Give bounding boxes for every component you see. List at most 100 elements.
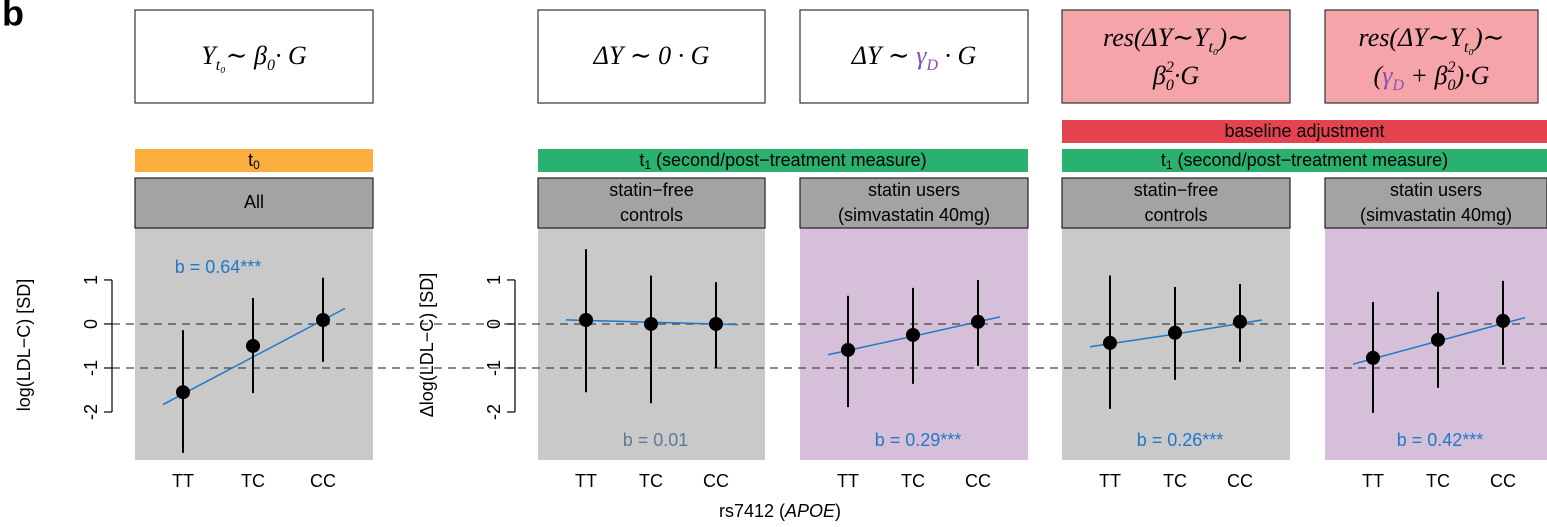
point (176, 385, 190, 400)
x-tick-label: TC (1163, 471, 1187, 491)
formula-part: · G (275, 41, 307, 70)
formula-part: D (1391, 77, 1404, 94)
panel-header (1061, 177, 1291, 229)
y-tick-label: -2 (81, 404, 101, 420)
panel-header-label: (simvastatin 40mg) (838, 205, 990, 225)
formula: (γD + β02)·G (1374, 59, 1490, 94)
strip (1062, 120, 1547, 143)
formula-part: 2 (1448, 59, 1456, 76)
formula-part: γ (1382, 61, 1393, 90)
x-axis-label-part: ) (835, 501, 841, 521)
panel-header-label: controls (1144, 205, 1207, 225)
point (316, 313, 330, 328)
formula: res(ΔY∼Yt₀)∼ (1103, 23, 1249, 56)
x-tick-label: CC (1227, 471, 1253, 491)
formula-part: ( (1374, 61, 1384, 90)
x-axis-label: rs7412 (APOE) (719, 501, 841, 521)
y-axis-label: Δlog(LDL−C) [SD] (417, 273, 437, 418)
annotation: b = 0.64*** (175, 257, 262, 277)
formula-part: D (925, 57, 938, 74)
x-tick-label: TT (1099, 471, 1121, 491)
strip-sub: 1 (1166, 158, 1173, 172)
y-tick-label: 0 (81, 319, 101, 329)
formula-part: t₀ (1208, 39, 1218, 56)
strip-rest: (second/post−treatment measure) (651, 150, 927, 170)
panel-header-label: controls (620, 205, 683, 225)
panel-header (1324, 177, 1547, 229)
formula-part: 0 (1448, 77, 1456, 94)
panel-header-label: statin users (868, 180, 960, 200)
formula-part: ΔY ∼ (851, 41, 917, 70)
point (1233, 314, 1247, 329)
point (1366, 350, 1380, 365)
x-tick-label: TC (639, 471, 663, 491)
point (1168, 325, 1182, 340)
point (644, 316, 658, 331)
formula-part: )∼ (1472, 23, 1504, 52)
strip-rest: (second/post−treatment measure) (1173, 150, 1449, 170)
formula-part: res(ΔY∼Y (1103, 23, 1211, 52)
strip-sub: 0 (253, 158, 260, 172)
point (1103, 335, 1117, 350)
panel-header-label: statin−free (609, 180, 694, 200)
strip (538, 149, 1028, 172)
formula-part: )∼ (1217, 23, 1249, 52)
strip-label: t0 (248, 150, 260, 172)
formula: β02·G (1152, 59, 1199, 94)
panel-header-label: statin users (1390, 180, 1482, 200)
panel-header-label: statin−free (1134, 180, 1219, 200)
strip-label: baseline adjustment (1224, 121, 1384, 141)
point (1431, 332, 1445, 347)
formula-part: ΔY ∼ 0 · G (593, 41, 710, 70)
x-tick-label: CC (703, 471, 729, 491)
x-tick-label: TC (901, 471, 925, 491)
formula-part: t₀ (216, 57, 226, 74)
x-axis-label-part: APOE (784, 501, 836, 521)
formula-part: )·G (1454, 61, 1490, 90)
y-tick-label: -1 (81, 360, 101, 376)
panel-header (134, 177, 374, 229)
y-tick-label: -2 (484, 404, 504, 420)
point (246, 338, 260, 353)
x-tick-label: TT (1362, 471, 1384, 491)
panel-label: b (2, 0, 24, 34)
strip-text: t (1161, 150, 1166, 170)
formula: res(ΔY∼Yt₀)∼ (1359, 23, 1505, 56)
formula-part: β (1152, 61, 1166, 90)
point (579, 313, 593, 328)
formula-part: 2 (1166, 59, 1174, 76)
formula: ΔY ∼ γD · G (851, 41, 977, 74)
y-tick-label: 1 (484, 275, 504, 285)
x-tick-label: TT (575, 471, 597, 491)
strip (1062, 149, 1547, 172)
x-tick-label: CC (1490, 471, 1516, 491)
x-tick-label: TC (241, 471, 265, 491)
point (841, 342, 855, 357)
x-tick-label: CC (310, 471, 336, 491)
panel-header-label: (simvastatin 40mg) (1360, 205, 1512, 225)
formula-part: t₀ (1464, 39, 1474, 56)
formula-part: 0 (267, 57, 275, 74)
formula-box (799, 9, 1029, 104)
strip-label: t1 (second/post−treatment measure) (639, 150, 926, 172)
formula-part: 0 (1166, 77, 1174, 94)
panel-header (799, 177, 1029, 229)
x-tick-label: TC (1426, 471, 1450, 491)
formula-box (1324, 9, 1539, 104)
point (1496, 313, 1510, 328)
y-tick-label: 0 (484, 319, 504, 329)
strip-label: t1 (second/post−treatment measure) (1161, 150, 1448, 172)
panel-header-label: All (244, 192, 264, 212)
strip-text: baseline adjustment (1224, 121, 1384, 141)
point (971, 314, 985, 329)
formula-part: ·G (1174, 61, 1200, 90)
x-tick-label: TT (172, 471, 194, 491)
y-tick-label: -1 (484, 360, 504, 376)
strip-text: t (248, 150, 253, 170)
formula-part: Y (201, 41, 218, 70)
formula-part: + β (1404, 61, 1448, 90)
formula-part: γ (916, 41, 927, 70)
formula-part: · G (938, 41, 977, 70)
annotation: b = 0.01 (623, 430, 689, 450)
